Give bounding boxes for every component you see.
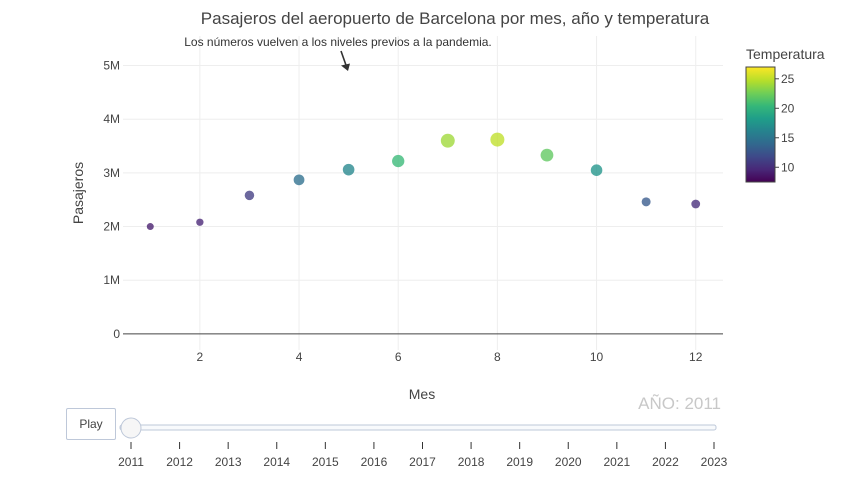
colorbar-tick-label: 25 — [781, 72, 795, 86]
colorbar-tick-label: 15 — [781, 131, 795, 145]
slider-year-label: 2022 — [652, 455, 679, 469]
slider-year-label: 2020 — [555, 455, 582, 469]
play-button[interactable]: Play — [66, 408, 116, 440]
slider-handle[interactable] — [120, 417, 142, 439]
slider-year-label: 2016 — [361, 455, 388, 469]
slider-year-label: 2014 — [263, 455, 290, 469]
y-tick-label: 0 — [113, 327, 120, 341]
colorbar-ticks: 10 15 20 25 — [775, 72, 795, 174]
scatter-point — [490, 132, 505, 147]
slider-year-label: 2021 — [603, 455, 630, 469]
scatter-point — [196, 218, 204, 226]
colorbar-tick-label: 20 — [781, 101, 795, 115]
scatter-point — [392, 154, 405, 168]
slider-year-label: 2018 — [458, 455, 485, 469]
y-axis-title: Pasajeros — [70, 162, 86, 224]
scatter-point — [342, 163, 355, 176]
slider-year-label: 2019 — [506, 455, 533, 469]
x-tick-label: 4 — [296, 350, 303, 364]
chart-title: Pasajeros del aeropuerto de Barcelona po… — [201, 9, 710, 28]
x-tick-label: 8 — [494, 350, 501, 364]
y-tick-label: 2M — [103, 220, 120, 234]
scatter-points — [146, 132, 701, 231]
scatter-point — [293, 174, 305, 186]
x-tick-label: 2 — [197, 350, 204, 364]
slider-year-label: 2023 — [701, 455, 728, 469]
x-axis-title: Mes — [409, 386, 435, 402]
y-tick-labels: 0 1M 2M 3M 4M 5M — [103, 59, 120, 341]
colorbar — [745, 66, 776, 183]
scatter-point — [641, 197, 651, 207]
current-year-label: AÑO: 2011 — [638, 394, 721, 413]
grid-lines — [123, 36, 723, 350]
y-tick-label: 5M — [103, 59, 120, 73]
colorbar-tick-label: 10 — [781, 160, 795, 174]
scatter-point — [146, 223, 154, 231]
scatter-point — [590, 164, 603, 176]
annotation-text: Los números vuelven a los niveles previo… — [184, 35, 492, 49]
y-tick-label: 3M — [103, 166, 120, 180]
x-tick-labels: 2 4 6 8 10 12 — [197, 350, 703, 364]
scatter-point — [440, 133, 455, 148]
slider-rail[interactable] — [119, 424, 717, 431]
x-tick-label: 12 — [689, 350, 703, 364]
y-tick-label: 4M — [103, 112, 120, 126]
year-slider[interactable]: 2011 2012 2013 2014 2015 2016 2017 2018 2019 2020… — [118, 417, 728, 469]
slider-year-label: 2011 — [118, 455, 144, 469]
scatter-point — [540, 148, 554, 162]
annotation-arrow — [340, 50, 350, 71]
x-tick-label: 6 — [395, 350, 402, 364]
slider-year-label: 2015 — [312, 455, 339, 469]
slider-year-label: 2013 — [215, 455, 242, 469]
x-tick-label: 10 — [590, 350, 604, 364]
y-tick-label: 1M — [103, 273, 120, 287]
slider-year-label: 2012 — [166, 455, 193, 469]
scatter-point — [244, 190, 255, 201]
scatter-point — [691, 199, 701, 209]
colorbar-title: Temperatura — [746, 46, 825, 62]
slider-ticks: 2011 2012 2013 2014 2015 2016 2017 2018 2019 2020… — [118, 442, 728, 469]
slider-year-label: 2017 — [409, 455, 436, 469]
